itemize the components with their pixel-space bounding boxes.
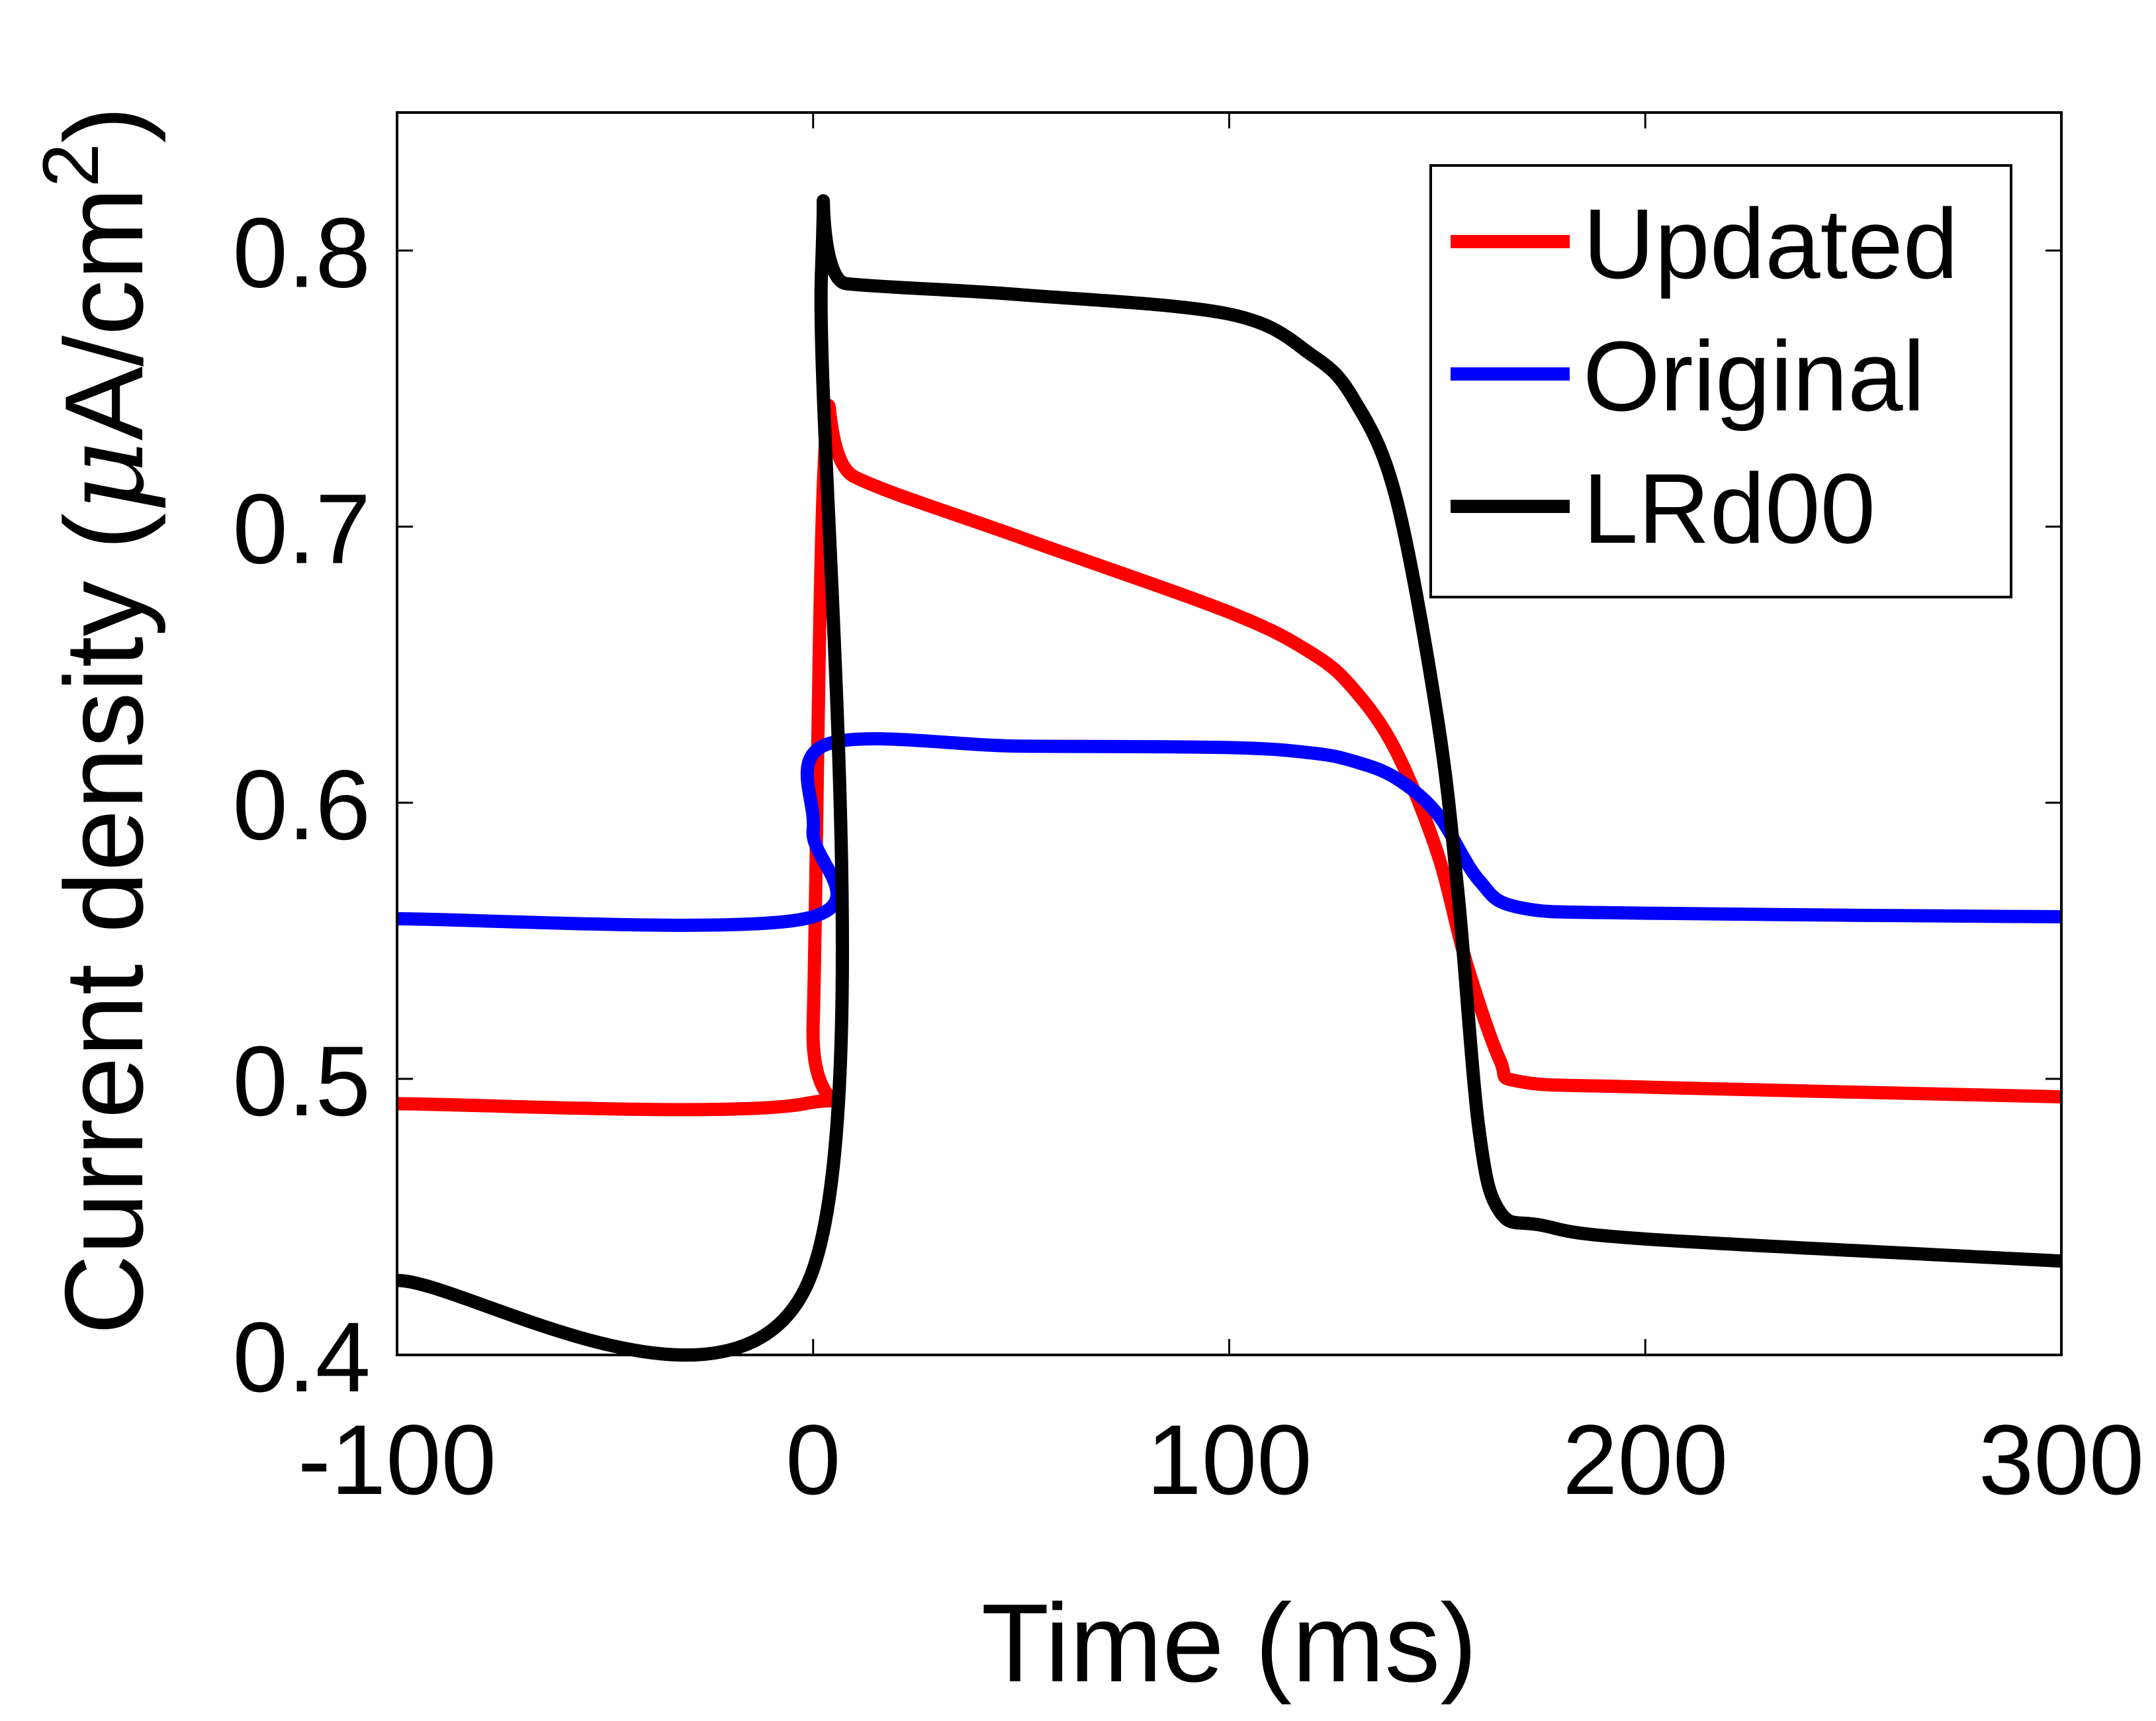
legend-label-lrd00: LRd00 — [1583, 453, 1875, 564]
y-axis-label-main: Current density ( — [42, 513, 166, 1335]
y-axis-label: Current density (μA/cm2) — [26, 106, 169, 1334]
y-axis-label-unit: A/cm — [42, 187, 166, 441]
svg-text:Current density (μA/cm2): Current density (μA/cm2) — [26, 106, 169, 1334]
plot-frame — [396, 111, 2063, 1356]
y-tick-label: 0.4 — [232, 1301, 371, 1413]
x-axis-label: Time (ms) — [981, 1581, 1478, 1705]
series-line-updated — [396, 398, 2062, 1117]
x-tick-label: 200 — [1562, 1404, 1728, 1515]
y-tick-label: 0.7 — [232, 473, 371, 584]
x-tick-label: -100 — [298, 1404, 496, 1515]
x-tick-label: 300 — [1979, 1404, 2144, 1515]
series-layer — [396, 194, 2062, 1362]
ticks-layer: -100 0 100 200 300 0.4 0.5 0.6 0.7 0.8 — [232, 113, 2144, 1515]
x-tick-label: 100 — [1146, 1404, 1312, 1515]
y-axis-label-mu: μ — [39, 441, 169, 513]
y-tick-label: 0.5 — [232, 1025, 371, 1137]
legend: Updated Original LRd00 — [1429, 164, 2012, 598]
y-axis-label-close: ) — [42, 106, 166, 143]
series-line-lrd00 — [396, 194, 2062, 1362]
y-tick-label: 0.8 — [232, 197, 371, 308]
y-tick-label: 0.6 — [232, 749, 371, 860]
x-tick-label: 0 — [786, 1404, 840, 1515]
y-axis-label-sup: 2 — [26, 143, 115, 187]
legend-label-updated: Updated — [1583, 188, 1958, 299]
legend-label-original: Original — [1583, 320, 1925, 432]
series-line-original — [396, 732, 2062, 932]
